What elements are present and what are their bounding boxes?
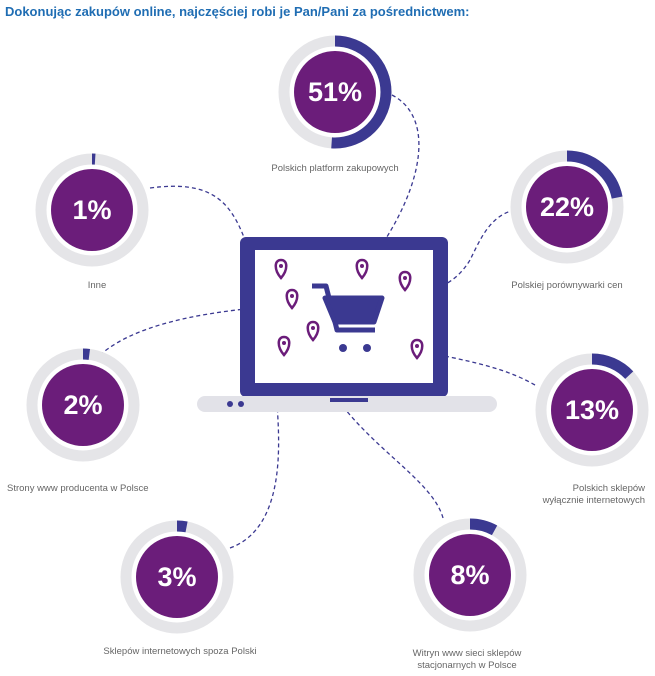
label-line2: stacjonarnych w Polsce xyxy=(417,660,517,671)
cart-basket xyxy=(322,295,385,325)
donut-center xyxy=(429,534,511,616)
pin-dot xyxy=(403,276,407,280)
percent-value: 1% xyxy=(72,195,112,225)
map-pin-icon xyxy=(274,258,288,280)
laptop-dot xyxy=(227,401,233,407)
pin-shape xyxy=(410,338,424,360)
donut-center xyxy=(42,364,124,446)
pin-shape xyxy=(285,288,299,310)
label-foreign: Sklepów internetowych spoza Polski xyxy=(103,646,257,657)
pin-dot xyxy=(360,264,364,268)
percent-value: 22% xyxy=(539,192,595,222)
map-pin-icon xyxy=(277,335,291,357)
donut-value-arc xyxy=(413,518,527,632)
donut-gauge xyxy=(35,153,149,267)
label-other: Inne xyxy=(87,280,107,291)
page-title: Dokonując zakupów online, najczęściej ro… xyxy=(5,4,470,19)
label-line1: Polskich sklepów xyxy=(572,483,645,494)
donut-value-arc xyxy=(35,153,149,267)
laptop-base xyxy=(197,396,497,412)
label-line2: wyłącznie internetowych xyxy=(542,495,645,506)
laptop-notch xyxy=(330,398,368,402)
map-pin-icon xyxy=(285,288,299,310)
connector-line xyxy=(404,209,516,292)
percent-value: 3% xyxy=(157,562,197,592)
map-pin-icon xyxy=(306,320,320,342)
pin-shape xyxy=(277,335,291,357)
donut-center xyxy=(526,166,608,248)
connector-line xyxy=(99,304,291,356)
donut-center xyxy=(551,369,633,451)
donut-value-arc xyxy=(120,520,234,634)
donut-value-arc xyxy=(535,353,649,467)
donut-center xyxy=(51,169,133,251)
donut-value-arc xyxy=(278,35,392,149)
donut-center xyxy=(136,536,218,618)
label-platforms: Polskich platform zakupowych xyxy=(271,163,399,174)
cart-wheel xyxy=(339,344,347,352)
cart-wheel xyxy=(363,344,371,352)
donut-gauge xyxy=(278,35,392,149)
percent-value: 13% xyxy=(564,395,620,425)
laptop-dot xyxy=(238,401,244,407)
donut-gauge xyxy=(510,150,624,264)
percent-value: 2% xyxy=(63,390,103,420)
label-line1: Witryn www sieci sklepów xyxy=(412,648,522,659)
pin-dot xyxy=(279,264,283,268)
pin-dot xyxy=(290,294,294,298)
label-producer: Strony www producenta w Polsce xyxy=(7,483,149,494)
pin-shape xyxy=(398,270,412,292)
donut-value-arc xyxy=(510,150,624,264)
connector-line xyxy=(361,94,420,273)
connector-line xyxy=(229,349,285,549)
map-pin-icon xyxy=(398,270,412,292)
map-pin-icon xyxy=(355,258,369,280)
map-pin-icon xyxy=(410,338,424,360)
pin-dot xyxy=(415,344,419,348)
percent-value: 51% xyxy=(307,77,363,107)
pin-shape xyxy=(274,258,288,280)
donut-gauge xyxy=(535,353,649,467)
shopping-cart-icon xyxy=(312,283,385,333)
pin-dot xyxy=(311,326,315,330)
pin-dot xyxy=(282,341,286,345)
pin-shape xyxy=(306,320,320,342)
donut-gauge xyxy=(26,348,140,462)
donut-value-arc xyxy=(26,348,140,462)
donut-center xyxy=(294,51,376,133)
label-chain-stores: Witryn www sieci sklepów stacjonarnych w … xyxy=(413,648,522,672)
percent-value: 8% xyxy=(450,560,490,590)
pin-shape xyxy=(355,258,369,280)
label-comparison: Polskiej porównywarki cen xyxy=(511,280,623,291)
donut-gauge xyxy=(120,520,234,634)
laptop-illustration xyxy=(197,237,497,412)
donut-gauge xyxy=(413,518,527,632)
label-online-shops: Polskich sklepów wyłącznie internetowych xyxy=(543,483,645,507)
